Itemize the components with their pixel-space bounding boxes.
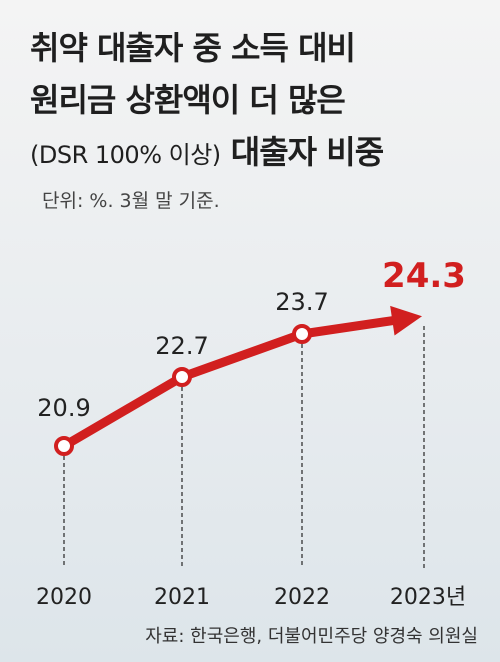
x-tick-label-2023년: 2023년 [390,585,466,610]
unit-note: 단위: %. 3월 말 기준. [42,190,220,212]
value-label-2022: 23.7 [275,288,328,316]
title-line-2: 원리금 상환액이 더 많은 [30,81,346,119]
x-tick-label-2020: 2020 [36,585,92,610]
data-point-2022 [292,324,312,344]
data-point-2021 [172,367,192,387]
title-line-3: (DSR 100% 이상) 대출자 비중 [30,126,480,181]
source-note: 자료: 한국은행, 더불어민주당 양경숙 의원실 [145,626,478,647]
value-label-2021: 22.7 [155,332,208,360]
guide-lines [63,326,425,568]
x-tick-label-2022: 2022 [274,585,330,610]
title-line-3-bold: 대출자 비중 [230,133,384,171]
data-point-2020 [54,436,74,456]
title-line-1: 취약 대출자 중 소득 대비 [30,29,356,67]
x-tick-labels: 2020 2021 2022 2023년 [36,585,466,610]
arrow-head [390,305,423,336]
value-labels: 20.9 22.7 23.7 24.3 [37,256,466,422]
chart-title: 취약 대출자 중 소득 대비 원리금 상환액이 더 많은 (DSR 100% 이… [30,22,480,181]
value-label-2023년: 24.3 [382,256,466,296]
data-points [54,324,312,456]
title-line-3-small: (DSR 100% 이상) [30,141,221,169]
series-line [59,316,397,451]
x-tick-label-2021: 2021 [154,585,210,610]
value-label-2020: 20.9 [37,394,90,422]
